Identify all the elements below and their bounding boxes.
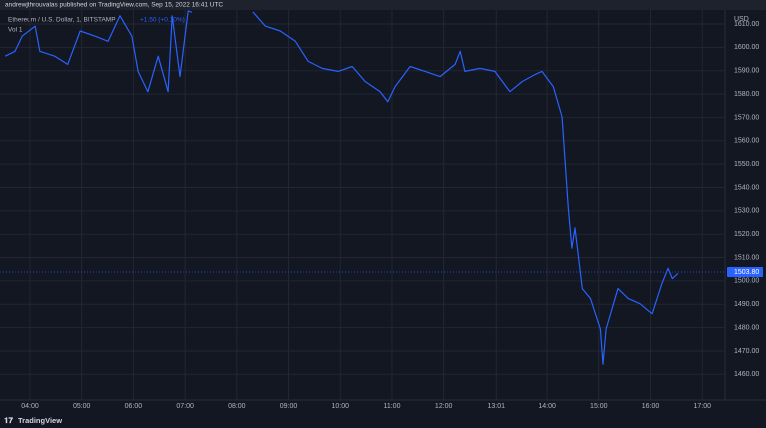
x-tick-label: 15:00 xyxy=(590,403,608,410)
y-tick-label: 1520.00 xyxy=(734,231,759,238)
y-tick-label: 1500.00 xyxy=(734,278,759,285)
y-tick-label: 1550.00 xyxy=(734,161,759,168)
x-tick-label: 14:00 xyxy=(538,403,556,410)
x-tick-label: 04:00 xyxy=(21,403,39,410)
x-tick-label: 16:00 xyxy=(642,403,660,410)
header-bar xyxy=(0,0,766,10)
x-tick-label: 09:00 xyxy=(280,403,298,410)
x-tick-label: 11:00 xyxy=(383,403,400,410)
y-tick-label: 1530.00 xyxy=(734,208,759,215)
y-tick-label: 1490.00 xyxy=(734,301,759,308)
y-tick-label: 1570.00 xyxy=(734,114,759,121)
price-line xyxy=(4,10,679,365)
y-tick-label: 1610.00 xyxy=(734,21,759,28)
y-tick-label: 1480.00 xyxy=(734,324,759,331)
brand: TradingView xyxy=(18,416,62,425)
x-tick-label: 17:00 xyxy=(693,403,711,410)
y-tick-label: 1510.00 xyxy=(734,254,759,261)
x-tick-label: 10:00 xyxy=(331,403,349,410)
y-tick-label: 1470.00 xyxy=(734,348,759,355)
y-axis-label: USD xyxy=(734,16,749,23)
volume-label: Vol 1 xyxy=(8,27,23,34)
x-tick-label: 07:00 xyxy=(176,403,194,410)
last-price-box xyxy=(727,267,763,278)
x-tick-label: 08:00 xyxy=(228,403,246,410)
y-tick-label: 1460.00 xyxy=(734,371,759,378)
y-tick-label: 1600.00 xyxy=(734,44,759,51)
y-tick-label: 1590.00 xyxy=(734,68,759,75)
brand-logo: 𝟏𝟕 xyxy=(4,416,13,425)
x-tick-label: 05:00 xyxy=(73,403,91,410)
y-tick-label: 1580.00 xyxy=(734,91,759,98)
change-text: +1.50 (+0.10%) xyxy=(140,17,185,24)
y-tick-label: 1540.00 xyxy=(734,184,759,191)
header-text: andrewjthrouvalas published on TradingVi… xyxy=(5,2,223,9)
x-tick-label: 12:00 xyxy=(435,403,453,410)
chart-title: Ethereum / U.S. Dollar, 1, BITSTAMP xyxy=(8,17,116,24)
last-price-label: 1503.80 xyxy=(734,269,759,276)
y-tick-label: 1560.00 xyxy=(734,138,759,145)
x-tick-label: 06:00 xyxy=(125,403,143,410)
grid xyxy=(0,10,725,400)
x-tick-label: 13:01 xyxy=(487,403,505,410)
